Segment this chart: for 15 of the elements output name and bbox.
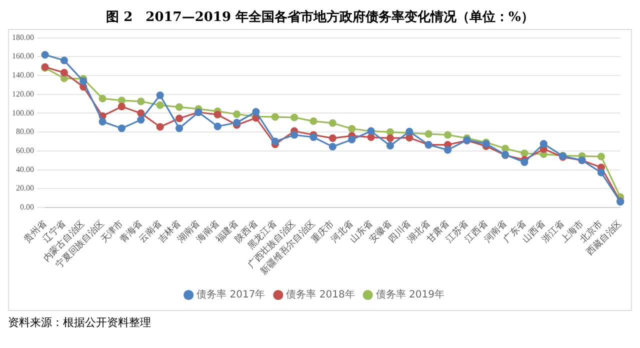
y-tick-label: 180.00 <box>12 32 34 42</box>
y-tick-label: 160.00 <box>12 52 34 61</box>
y-tick-label: 120.00 <box>12 89 34 98</box>
y-tick-label: 80.00 <box>16 127 34 136</box>
legend-label: 债务率 2017年 <box>196 288 266 301</box>
y-tick-label: 0.00 <box>20 202 34 212</box>
text: 资料来源：根据公开资料整理 <box>8 315 152 330</box>
chart-title: 图 2 2017—2019 年全国各省市地方政府债务率变化情况（单位：%） <box>105 8 535 26</box>
y-tick-label: 100.00 <box>12 108 34 118</box>
y-tick-label: 20.00 <box>16 184 34 193</box>
y-tick-label: 140.00 <box>12 70 34 80</box>
legend-label: 债务率 2019年 <box>376 288 444 301</box>
y-tick-label: 40.00 <box>16 164 34 174</box>
y-tick-label: 60.00 <box>16 146 34 155</box>
legend-label: 债务率 2018年 <box>286 288 355 301</box>
